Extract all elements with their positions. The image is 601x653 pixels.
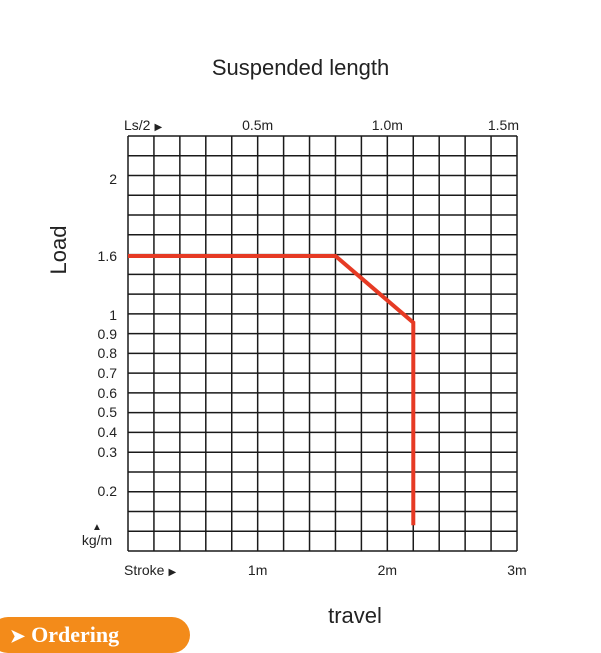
arrow-icon: ➤: [10, 626, 26, 646]
y-tick-label: 0.8: [97, 345, 117, 361]
y-tick-label: 0.4: [97, 424, 117, 440]
y-tick-label: 0.9: [97, 326, 117, 342]
x-axis-label: travel: [328, 603, 382, 628]
series-group: [128, 254, 416, 526]
y-tick-label: 0.3: [97, 444, 117, 460]
up-triangle-icon: ▲: [92, 522, 102, 533]
top-axis-lead-label: Ls/2: [124, 117, 151, 133]
top-axis-lead: Ls/2 ▶: [124, 117, 162, 133]
load-curve-line: [128, 254, 416, 526]
chart-svg: [127, 135, 518, 552]
top-tick-label: 0.5m: [242, 117, 274, 133]
top-tick-label: 1.5m: [487, 117, 519, 133]
bottom-axis-lead-label: Stroke: [124, 562, 165, 578]
ordering-button[interactable]: ➤ Ordering: [0, 617, 190, 653]
x-tick-label: 2m: [377, 562, 398, 578]
bottom-axis-lead: Stroke ▶: [124, 562, 176, 578]
y-unit: ▲ kg/m: [74, 522, 120, 547]
y-tick-label: 1: [109, 307, 117, 323]
y-tick-label: 1.6: [97, 248, 117, 264]
grid: [127, 135, 518, 552]
right-triangle-icon: ▶: [154, 122, 163, 133]
top-tick-label: 1.0m: [371, 117, 403, 133]
y-tick-label: 0.6: [97, 385, 117, 401]
y-unit-label: kg/m: [81, 532, 113, 548]
y-tick-label: 0.2: [97, 483, 117, 499]
x-tick-label: 3m: [507, 562, 527, 578]
y-tick-label: 2: [109, 171, 117, 187]
right-triangle-icon: ▶: [168, 567, 177, 578]
x-tick-label: 1m: [247, 562, 268, 578]
y-tick-label: 0.5: [97, 404, 117, 420]
chart-title: Suspended length: [211, 55, 390, 80]
ordering-button-label: Ordering: [31, 622, 120, 647]
y-tick-label: 0.7: [97, 365, 117, 381]
